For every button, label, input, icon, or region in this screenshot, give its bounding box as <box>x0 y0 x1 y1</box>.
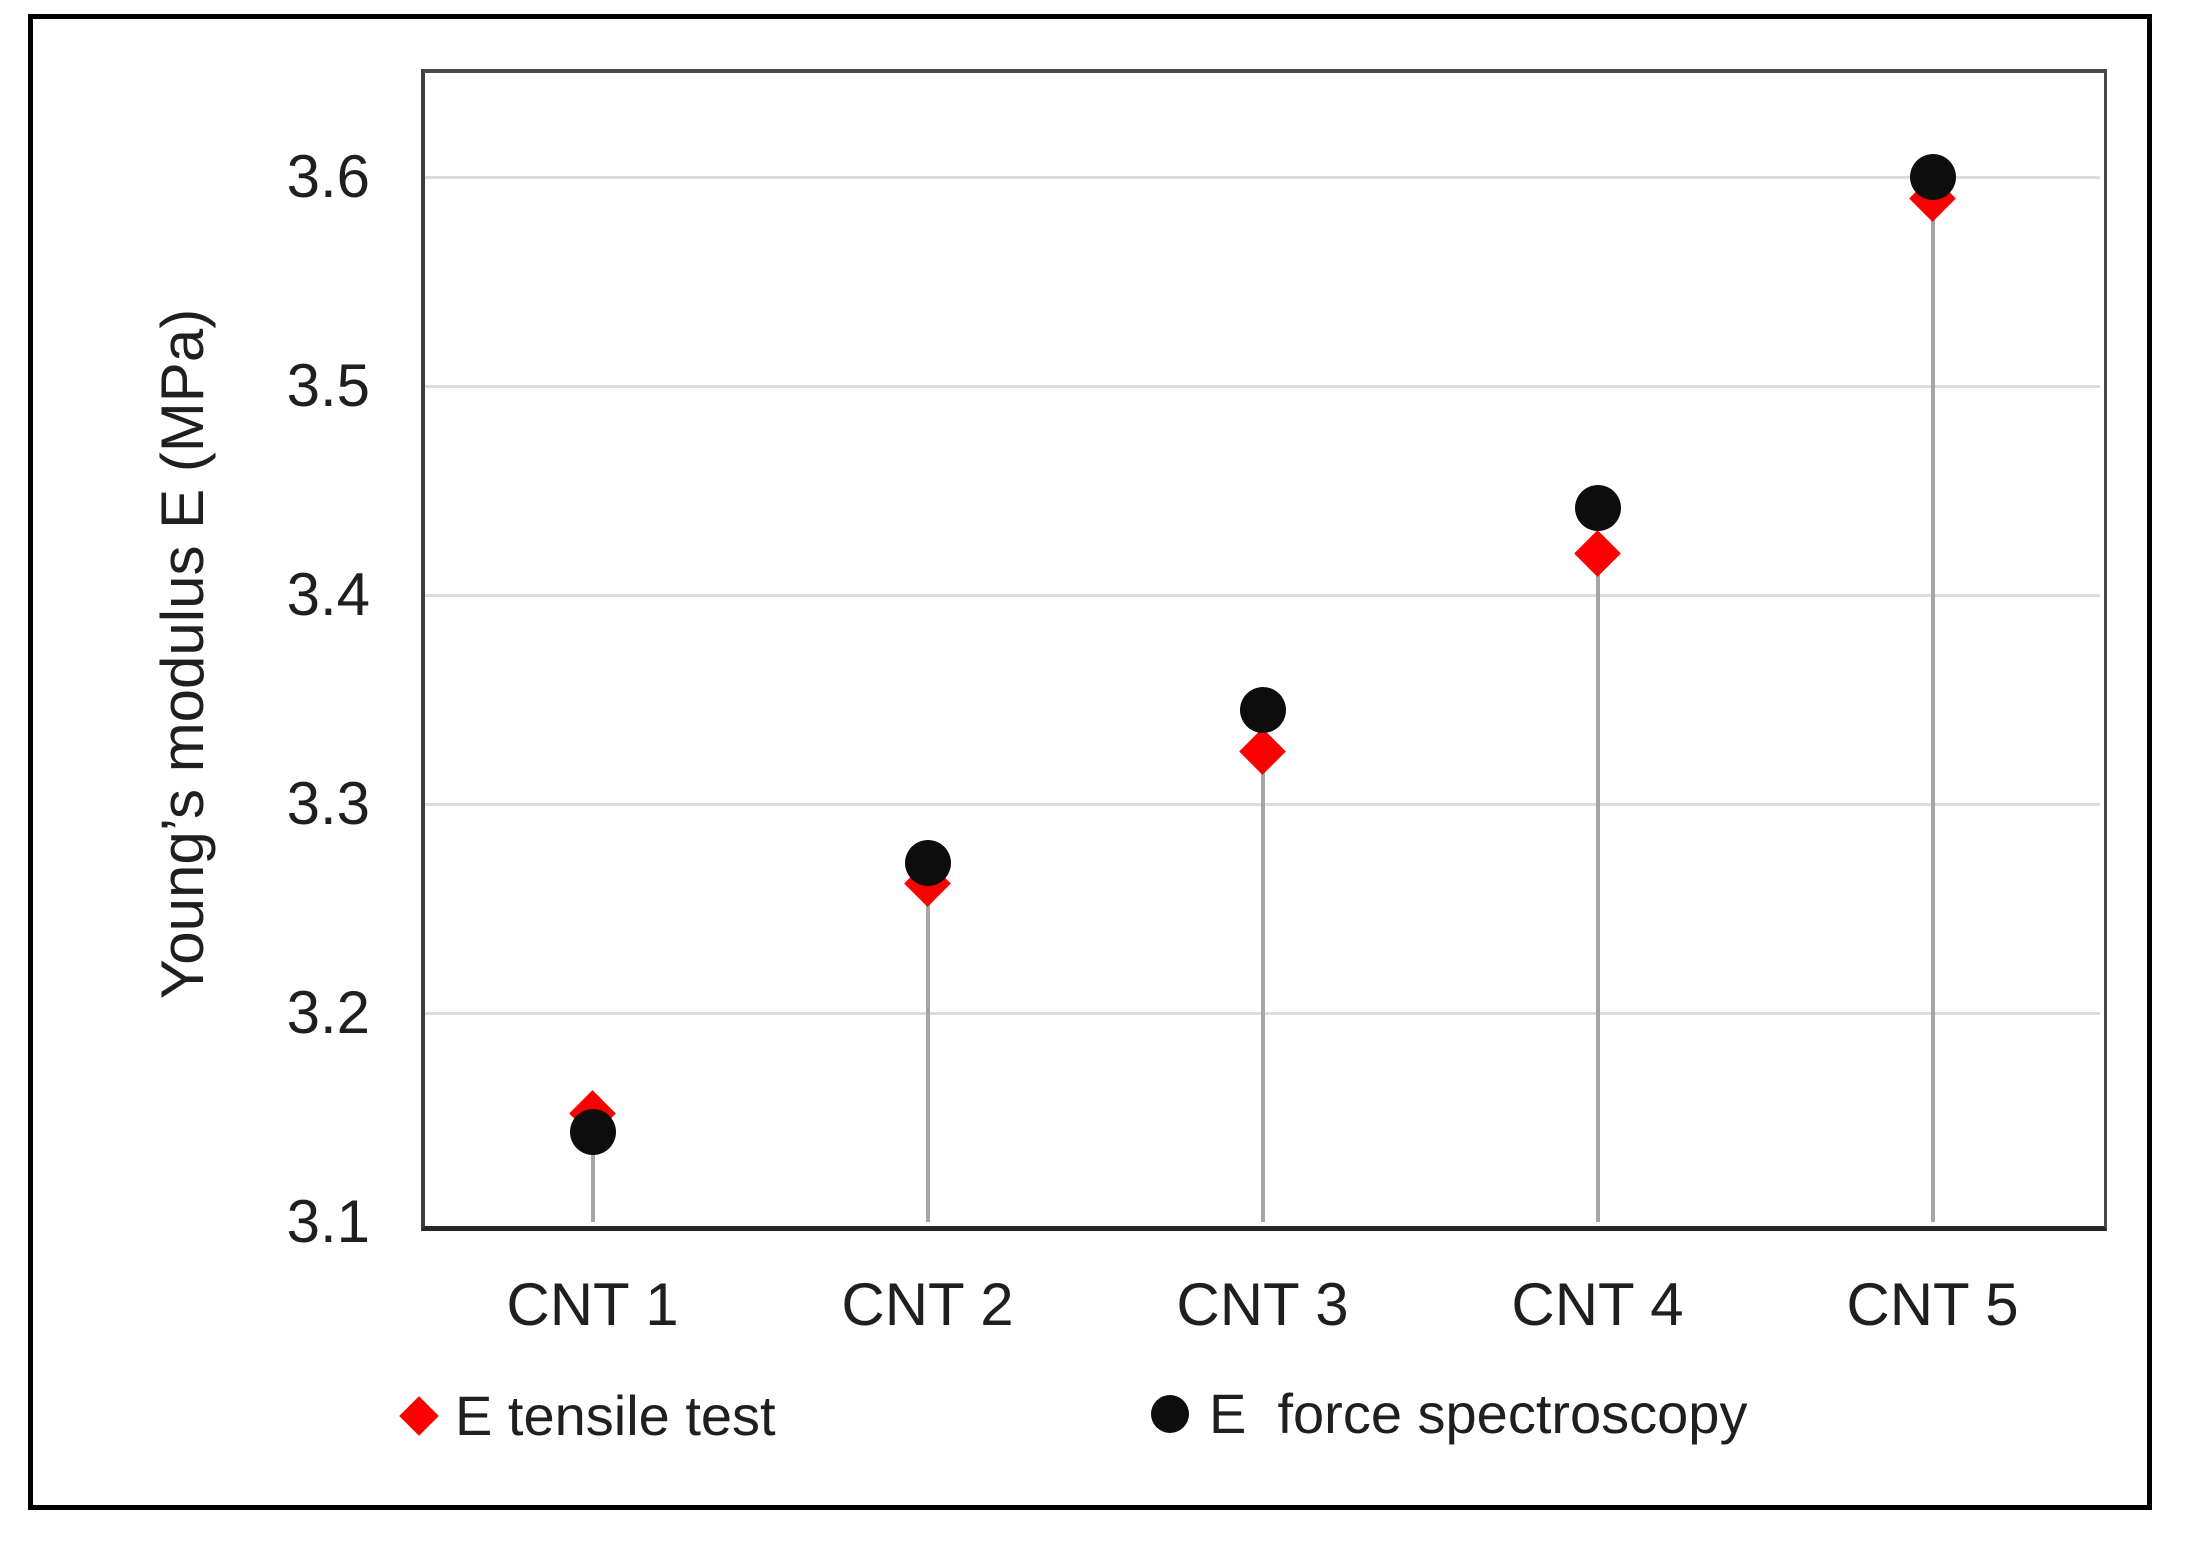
y-tick-label: 3.2 <box>286 979 370 1047</box>
marker-circle-spectroscopy <box>569 1109 616 1156</box>
stem-line <box>1595 553 1600 1222</box>
gridline <box>425 385 2100 389</box>
legend-label-tensile-test: E tensile test <box>455 1384 776 1447</box>
marker-circle-spectroscopy <box>1909 154 1956 201</box>
circle-icon <box>1151 1395 1189 1433</box>
y-tick-label: 3.3 <box>286 770 370 838</box>
x-category-label: CNT 3 <box>1176 1271 1349 1338</box>
stem-line <box>925 883 930 1222</box>
y-tick-label: 3.5 <box>286 352 370 420</box>
diamond-icon <box>399 1396 439 1436</box>
x-category-label: CNT 5 <box>1846 1271 2019 1338</box>
y-tick-label: 3.1 <box>286 1188 370 1255</box>
x-category-label: CNT 1 <box>506 1271 679 1338</box>
marker-circle-spectroscopy <box>904 839 951 886</box>
legend-label-force-spectroscopy: E force spectroscopy <box>1209 1382 1748 1445</box>
gridline <box>425 176 2100 180</box>
stem-line <box>1930 198 1935 1222</box>
plot-border <box>421 69 2107 1231</box>
x-category-label: CNT 2 <box>841 1271 1014 1338</box>
gridline <box>425 594 2100 598</box>
y-tick-label: 3.4 <box>286 561 370 629</box>
marker-circle-spectroscopy <box>1574 484 1621 531</box>
stem-line <box>1260 751 1265 1222</box>
marker-circle-spectroscopy <box>1239 687 1286 734</box>
y-tick-label: 3.6 <box>286 143 370 211</box>
legend-item-tensile-test: E tensile test <box>399 1386 776 1446</box>
legend-item-force-spectroscopy: E force spectroscopy <box>1148 1384 1747 1444</box>
figure-border <box>28 14 2152 1510</box>
x-category-label: CNT 4 <box>1511 1271 1684 1338</box>
stem-line <box>590 1132 595 1222</box>
